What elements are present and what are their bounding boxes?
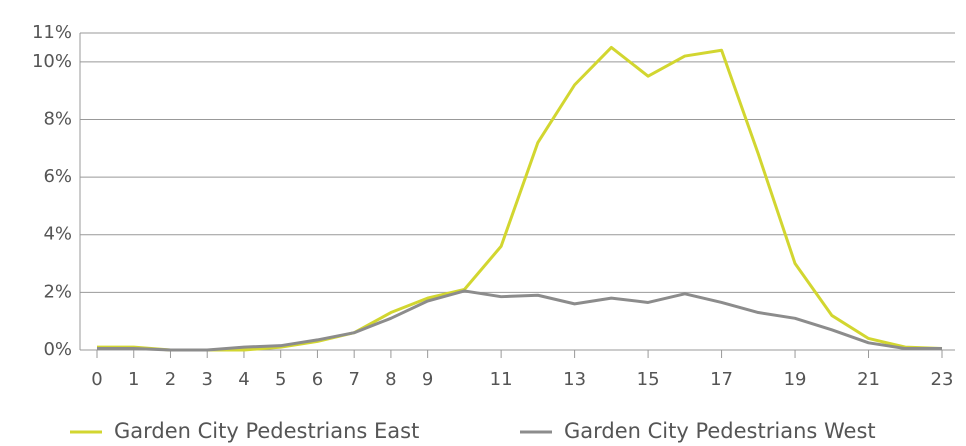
- x-tick-label: 0: [91, 369, 102, 390]
- x-tick-label: 17: [710, 369, 733, 390]
- x-tick-label: 15: [637, 369, 660, 390]
- legend-label: Garden City Pedestrians East: [114, 419, 419, 443]
- y-tick-label: 4%: [43, 224, 72, 245]
- x-tick-label: 7: [348, 369, 359, 390]
- x-tick-label: 13: [563, 369, 586, 390]
- x-tick-label: 21: [857, 369, 880, 390]
- x-tick-label: 1: [128, 369, 139, 390]
- x-tick-label: 11: [490, 369, 513, 390]
- x-tick-label: 6: [312, 369, 323, 390]
- x-tick-label: 9: [422, 369, 433, 390]
- y-tick-label: 10%: [32, 51, 72, 72]
- x-tick-label: 8: [385, 369, 396, 390]
- y-tick-label: 2%: [43, 281, 72, 302]
- line-series: [97, 289, 942, 352]
- x-tick-label: 5: [275, 369, 286, 390]
- line-series: [97, 45, 943, 352]
- y-tick-label: 6%: [43, 166, 72, 187]
- x-tick-label: 23: [931, 369, 954, 390]
- x-tick-label: 2: [165, 369, 176, 390]
- y-tick-label: 11%: [32, 22, 72, 43]
- x-tick-label: 19: [784, 369, 807, 390]
- x-tick-label: 3: [201, 369, 212, 390]
- legend-label: Garden City Pedestrians West: [564, 419, 876, 443]
- y-tick-label: 0%: [43, 339, 72, 360]
- x-tick-label: 4: [238, 369, 249, 390]
- y-tick-label: 8%: [43, 108, 72, 129]
